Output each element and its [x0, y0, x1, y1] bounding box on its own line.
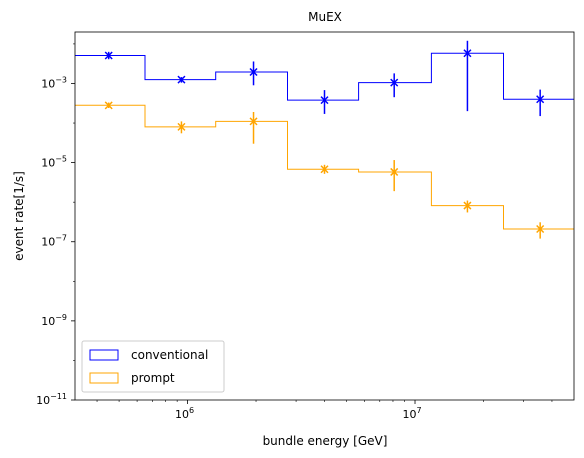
legend: conventional prompt: [81, 340, 225, 393]
step-line-prompt: [75, 104, 574, 230]
data-point-conventional: [177, 75, 186, 84]
data-point-conventional: [536, 95, 545, 104]
chart-title: MuEX: [308, 10, 342, 24]
series-prompt: [75, 101, 574, 239]
data-point-prompt: [463, 201, 472, 210]
y-tick-label: 10−5: [41, 155, 67, 170]
data-point-conventional: [320, 96, 329, 105]
data-point-prompt: [390, 167, 399, 176]
series-layer: [75, 40, 574, 239]
series-conventional: [75, 40, 574, 117]
y-tick-label: 10−3: [41, 75, 67, 90]
legend-label-prompt: prompt: [131, 371, 175, 385]
y-axis-label: event rate[1/s]: [12, 171, 26, 261]
y-tick-label: 10−7: [41, 234, 67, 249]
data-point-prompt: [249, 117, 258, 126]
legend-label-conventional: conventional: [131, 348, 208, 362]
y-tick-label: 10−9: [41, 313, 67, 328]
x-axis-label: bundle energy [GeV]: [263, 434, 388, 448]
data-point-conventional: [463, 49, 472, 58]
data-point-prompt: [177, 122, 186, 131]
data-point-prompt: [320, 165, 329, 174]
y-tick-label: 10−11: [36, 392, 67, 407]
data-point-conventional: [104, 51, 113, 60]
ticks-layer: 106 107 10−11 10−9 10−7 10−5 10−3: [36, 43, 553, 421]
data-point-prompt: [104, 101, 113, 110]
legend-swatch-conventional: [89, 349, 119, 361]
step-line-conventional: [75, 52, 574, 101]
legend-swatch-prompt: [89, 372, 119, 384]
data-point-prompt: [536, 224, 545, 234]
plot-frame: [74, 31, 575, 401]
data-point-conventional: [249, 67, 258, 77]
x-tick-label: 107: [402, 406, 421, 421]
data-point-conventional: [390, 78, 399, 87]
x-tick-label: 106: [175, 406, 194, 421]
